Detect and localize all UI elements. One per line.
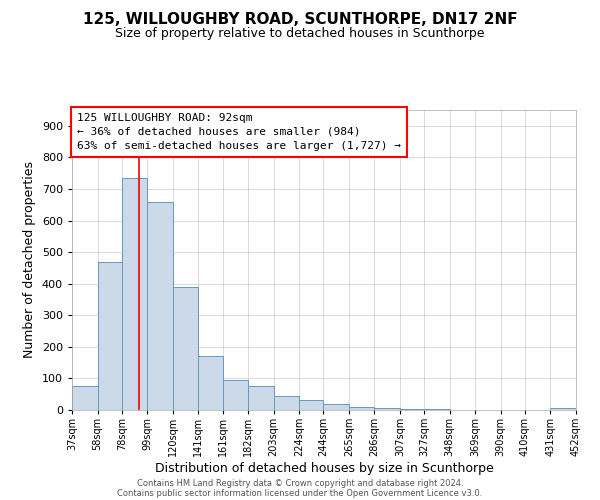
Bar	[349, 407, 374, 410]
Text: Size of property relative to detached houses in Scunthorpe: Size of property relative to detached ho…	[115, 28, 485, 40]
Bar	[72, 386, 98, 410]
Bar	[147, 202, 173, 410]
Bar	[274, 396, 299, 410]
Y-axis label: Number of detached properties: Number of detached properties	[23, 162, 36, 358]
Bar	[173, 287, 199, 410]
Bar	[98, 262, 122, 410]
Bar	[199, 356, 223, 410]
Bar	[323, 404, 349, 410]
Bar	[223, 380, 248, 410]
Text: 125, WILLOUGHBY ROAD, SCUNTHORPE, DN17 2NF: 125, WILLOUGHBY ROAD, SCUNTHORPE, DN17 2…	[83, 12, 517, 28]
Bar	[550, 408, 576, 410]
Bar	[248, 386, 274, 410]
Bar	[299, 400, 323, 410]
Bar	[400, 409, 424, 410]
Text: Contains public sector information licensed under the Open Government Licence v3: Contains public sector information licen…	[118, 488, 482, 498]
Bar	[374, 408, 400, 410]
X-axis label: Distribution of detached houses by size in Scunthorpe: Distribution of detached houses by size …	[155, 462, 493, 475]
Text: Contains HM Land Registry data © Crown copyright and database right 2024.: Contains HM Land Registry data © Crown c…	[137, 478, 463, 488]
Bar	[122, 178, 147, 410]
Text: 125 WILLOUGHBY ROAD: 92sqm
← 36% of detached houses are smaller (984)
63% of sem: 125 WILLOUGHBY ROAD: 92sqm ← 36% of deta…	[77, 113, 401, 151]
